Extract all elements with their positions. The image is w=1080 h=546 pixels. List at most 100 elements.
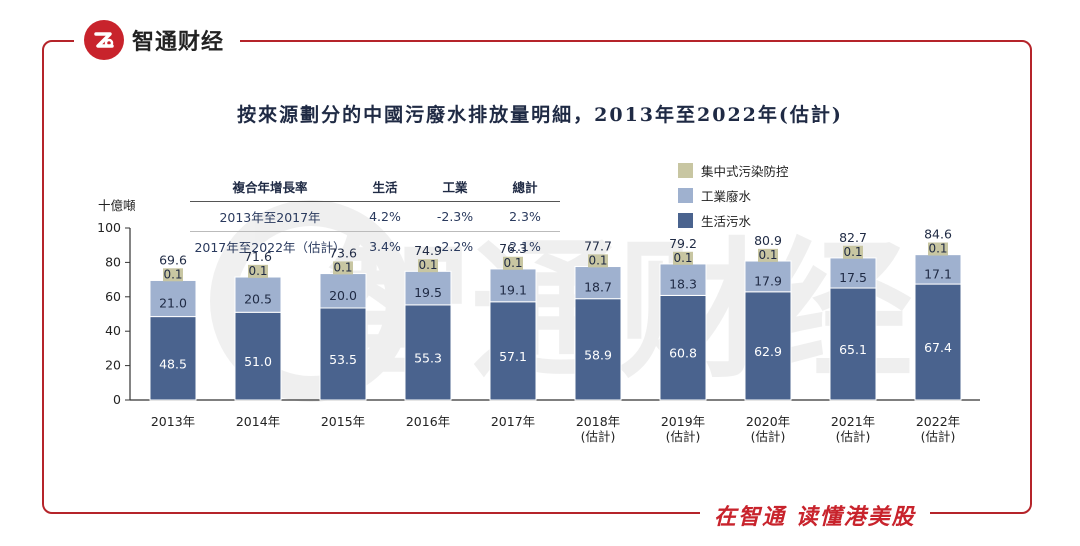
bar-segment-industrial bbox=[234, 276, 282, 313]
bar-value-label: 0.1 bbox=[163, 267, 182, 281]
growth-domestic: 3.4% bbox=[369, 239, 401, 254]
growth-header-industrial: 工業 bbox=[442, 180, 468, 195]
bar-segment-domestic bbox=[319, 307, 367, 401]
growth-domestic: 4.2% bbox=[369, 209, 401, 224]
bar-value-label: 51.0 bbox=[244, 354, 272, 369]
x-tick-label: 2019年 bbox=[661, 414, 705, 429]
x-tick-label: (估計) bbox=[666, 429, 701, 444]
bar-segment-industrial bbox=[659, 263, 707, 296]
chart-title: 按來源劃分的中國污廢水排放量明細，2013年至2022年(估計) bbox=[237, 104, 843, 126]
x-tick-label: 2022年 bbox=[916, 414, 960, 429]
y-tick-label: 80 bbox=[105, 254, 121, 269]
bar-value-label: 0.1 bbox=[758, 248, 777, 262]
bar-value-label: 0.1 bbox=[333, 260, 352, 274]
bar-total-label: 71.6 bbox=[244, 249, 272, 264]
bar-value-label: 17.1 bbox=[924, 266, 952, 281]
bar-value-label: 18.3 bbox=[669, 277, 697, 292]
y-tick-label: 60 bbox=[105, 289, 121, 304]
legend-item: 工業廢水 bbox=[678, 183, 789, 208]
growth-total: 2.1% bbox=[509, 239, 541, 254]
legend-label: 工業廢水 bbox=[701, 189, 752, 204]
bar-segment-industrial bbox=[149, 279, 197, 318]
chart-legend: 集中式污染防控 工業廢水 生活污水 bbox=[678, 158, 789, 233]
content-frame bbox=[42, 40, 1032, 514]
x-tick-label: 2017年 bbox=[491, 414, 535, 429]
growth-industrial: -2.2% bbox=[436, 239, 474, 254]
growth-table: 複合年增長率 生活 工業 總計 2013年至2017年 4.2% -2.3% 2… bbox=[190, 172, 560, 261]
bar-value-label: 0.1 bbox=[843, 245, 862, 259]
x-tick-label: (估計) bbox=[836, 429, 871, 444]
bar-segment-domestic bbox=[659, 294, 707, 401]
bar-segment-industrial bbox=[574, 266, 622, 300]
bar-segment-centralized bbox=[758, 248, 778, 262]
y-tick-label: 40 bbox=[105, 323, 121, 338]
bar-total-label: 73.6 bbox=[329, 245, 357, 260]
bar-value-label: 17.5 bbox=[839, 270, 867, 285]
bar-value-label: 48.5 bbox=[159, 356, 187, 371]
growth-period: 2013年至2017年 bbox=[219, 210, 321, 225]
bar-total-label: 76.3 bbox=[499, 241, 527, 256]
growth-header-total: 總計 bbox=[512, 180, 538, 195]
legend-swatch-centralized bbox=[678, 163, 693, 178]
growth-table-row: 2017年至2022年（估計） 3.4% -2.2% 2.1% bbox=[190, 232, 560, 261]
x-tick-label: 2018年 bbox=[576, 414, 620, 429]
y-axis-unit: 十億噸 bbox=[98, 198, 136, 213]
y-tick-label: 20 bbox=[105, 358, 121, 373]
x-tick-label: 2015年 bbox=[321, 414, 365, 429]
footer-slogan: 在智通 读懂港美股 bbox=[700, 494, 930, 536]
logo-mark-icon bbox=[84, 20, 124, 60]
bar-segment-industrial bbox=[744, 260, 792, 293]
bar-value-label: 0.1 bbox=[588, 253, 607, 267]
x-tick-label: 2020年 bbox=[746, 414, 790, 429]
bar-value-label: 0.1 bbox=[418, 258, 437, 272]
growth-header-cagr: 複合年增長率 bbox=[232, 180, 308, 195]
bar-segment-centralized bbox=[333, 261, 353, 275]
bar-value-label: 18.7 bbox=[584, 280, 612, 295]
growth-period: 2017年至2022年（估計） bbox=[194, 240, 346, 255]
bar-segment-industrial bbox=[829, 257, 877, 289]
bar-segment-centralized bbox=[843, 245, 863, 259]
logo-text: 智通财经 bbox=[132, 30, 225, 55]
bar-value-label: 20.0 bbox=[329, 288, 357, 303]
x-tick-label: (估計) bbox=[751, 429, 786, 444]
bar-segment-centralized bbox=[418, 259, 438, 273]
x-tick-label: 2014年 bbox=[236, 414, 280, 429]
x-tick-label: (估計) bbox=[921, 429, 956, 444]
growth-total: 2.3% bbox=[509, 209, 541, 224]
growth-table-header: 複合年增長率 生活 工業 總計 bbox=[190, 172, 560, 202]
bar-total-label: 80.9 bbox=[754, 233, 782, 248]
x-tick-label: 2013年 bbox=[151, 414, 195, 429]
growth-industrial: -2.3% bbox=[436, 209, 474, 224]
bar-segment-centralized bbox=[248, 264, 268, 278]
bar-value-label: 65.1 bbox=[839, 342, 867, 357]
bar-value-label: 53.5 bbox=[329, 352, 357, 367]
bar-value-label: 58.9 bbox=[584, 347, 612, 362]
bar-total-label: 74.9 bbox=[414, 243, 442, 258]
bar-segment-domestic bbox=[829, 287, 877, 401]
bar-total-label: 82.7 bbox=[839, 230, 867, 245]
growth-table-row: 2013年至2017年 4.2% -2.3% 2.3% bbox=[190, 202, 560, 232]
slogan-text: 在智通 读懂港美股 bbox=[714, 505, 916, 530]
bar-value-label: 0.1 bbox=[503, 256, 522, 270]
bar-segment-centralized bbox=[928, 242, 948, 256]
bar-segment-industrial bbox=[319, 273, 367, 309]
legend-label: 集中式污染防控 bbox=[701, 164, 789, 179]
bar-value-label: 19.5 bbox=[414, 285, 442, 300]
bar-value-label: 0.1 bbox=[248, 264, 267, 278]
bar-segment-centralized bbox=[588, 254, 608, 268]
x-tick-label: 2016年 bbox=[406, 414, 450, 429]
bar-value-label: 62.9 bbox=[754, 344, 782, 359]
bar-segment-domestic bbox=[744, 291, 792, 401]
bar-segment-domestic bbox=[149, 316, 197, 401]
legend-item: 集中式污染防控 bbox=[678, 158, 789, 183]
bar-value-label: 17.9 bbox=[754, 273, 782, 288]
bar-value-label: 20.5 bbox=[244, 292, 272, 307]
bar-segment-domestic bbox=[489, 301, 537, 401]
legend-item: 生活污水 bbox=[678, 208, 789, 233]
growth-header-domestic: 生活 bbox=[372, 180, 398, 195]
bar-segment-domestic bbox=[574, 298, 622, 401]
x-tick-label: 2021年 bbox=[831, 414, 875, 429]
x-tick-label: (估計) bbox=[581, 429, 616, 444]
bar-value-label: 21.0 bbox=[159, 296, 187, 311]
